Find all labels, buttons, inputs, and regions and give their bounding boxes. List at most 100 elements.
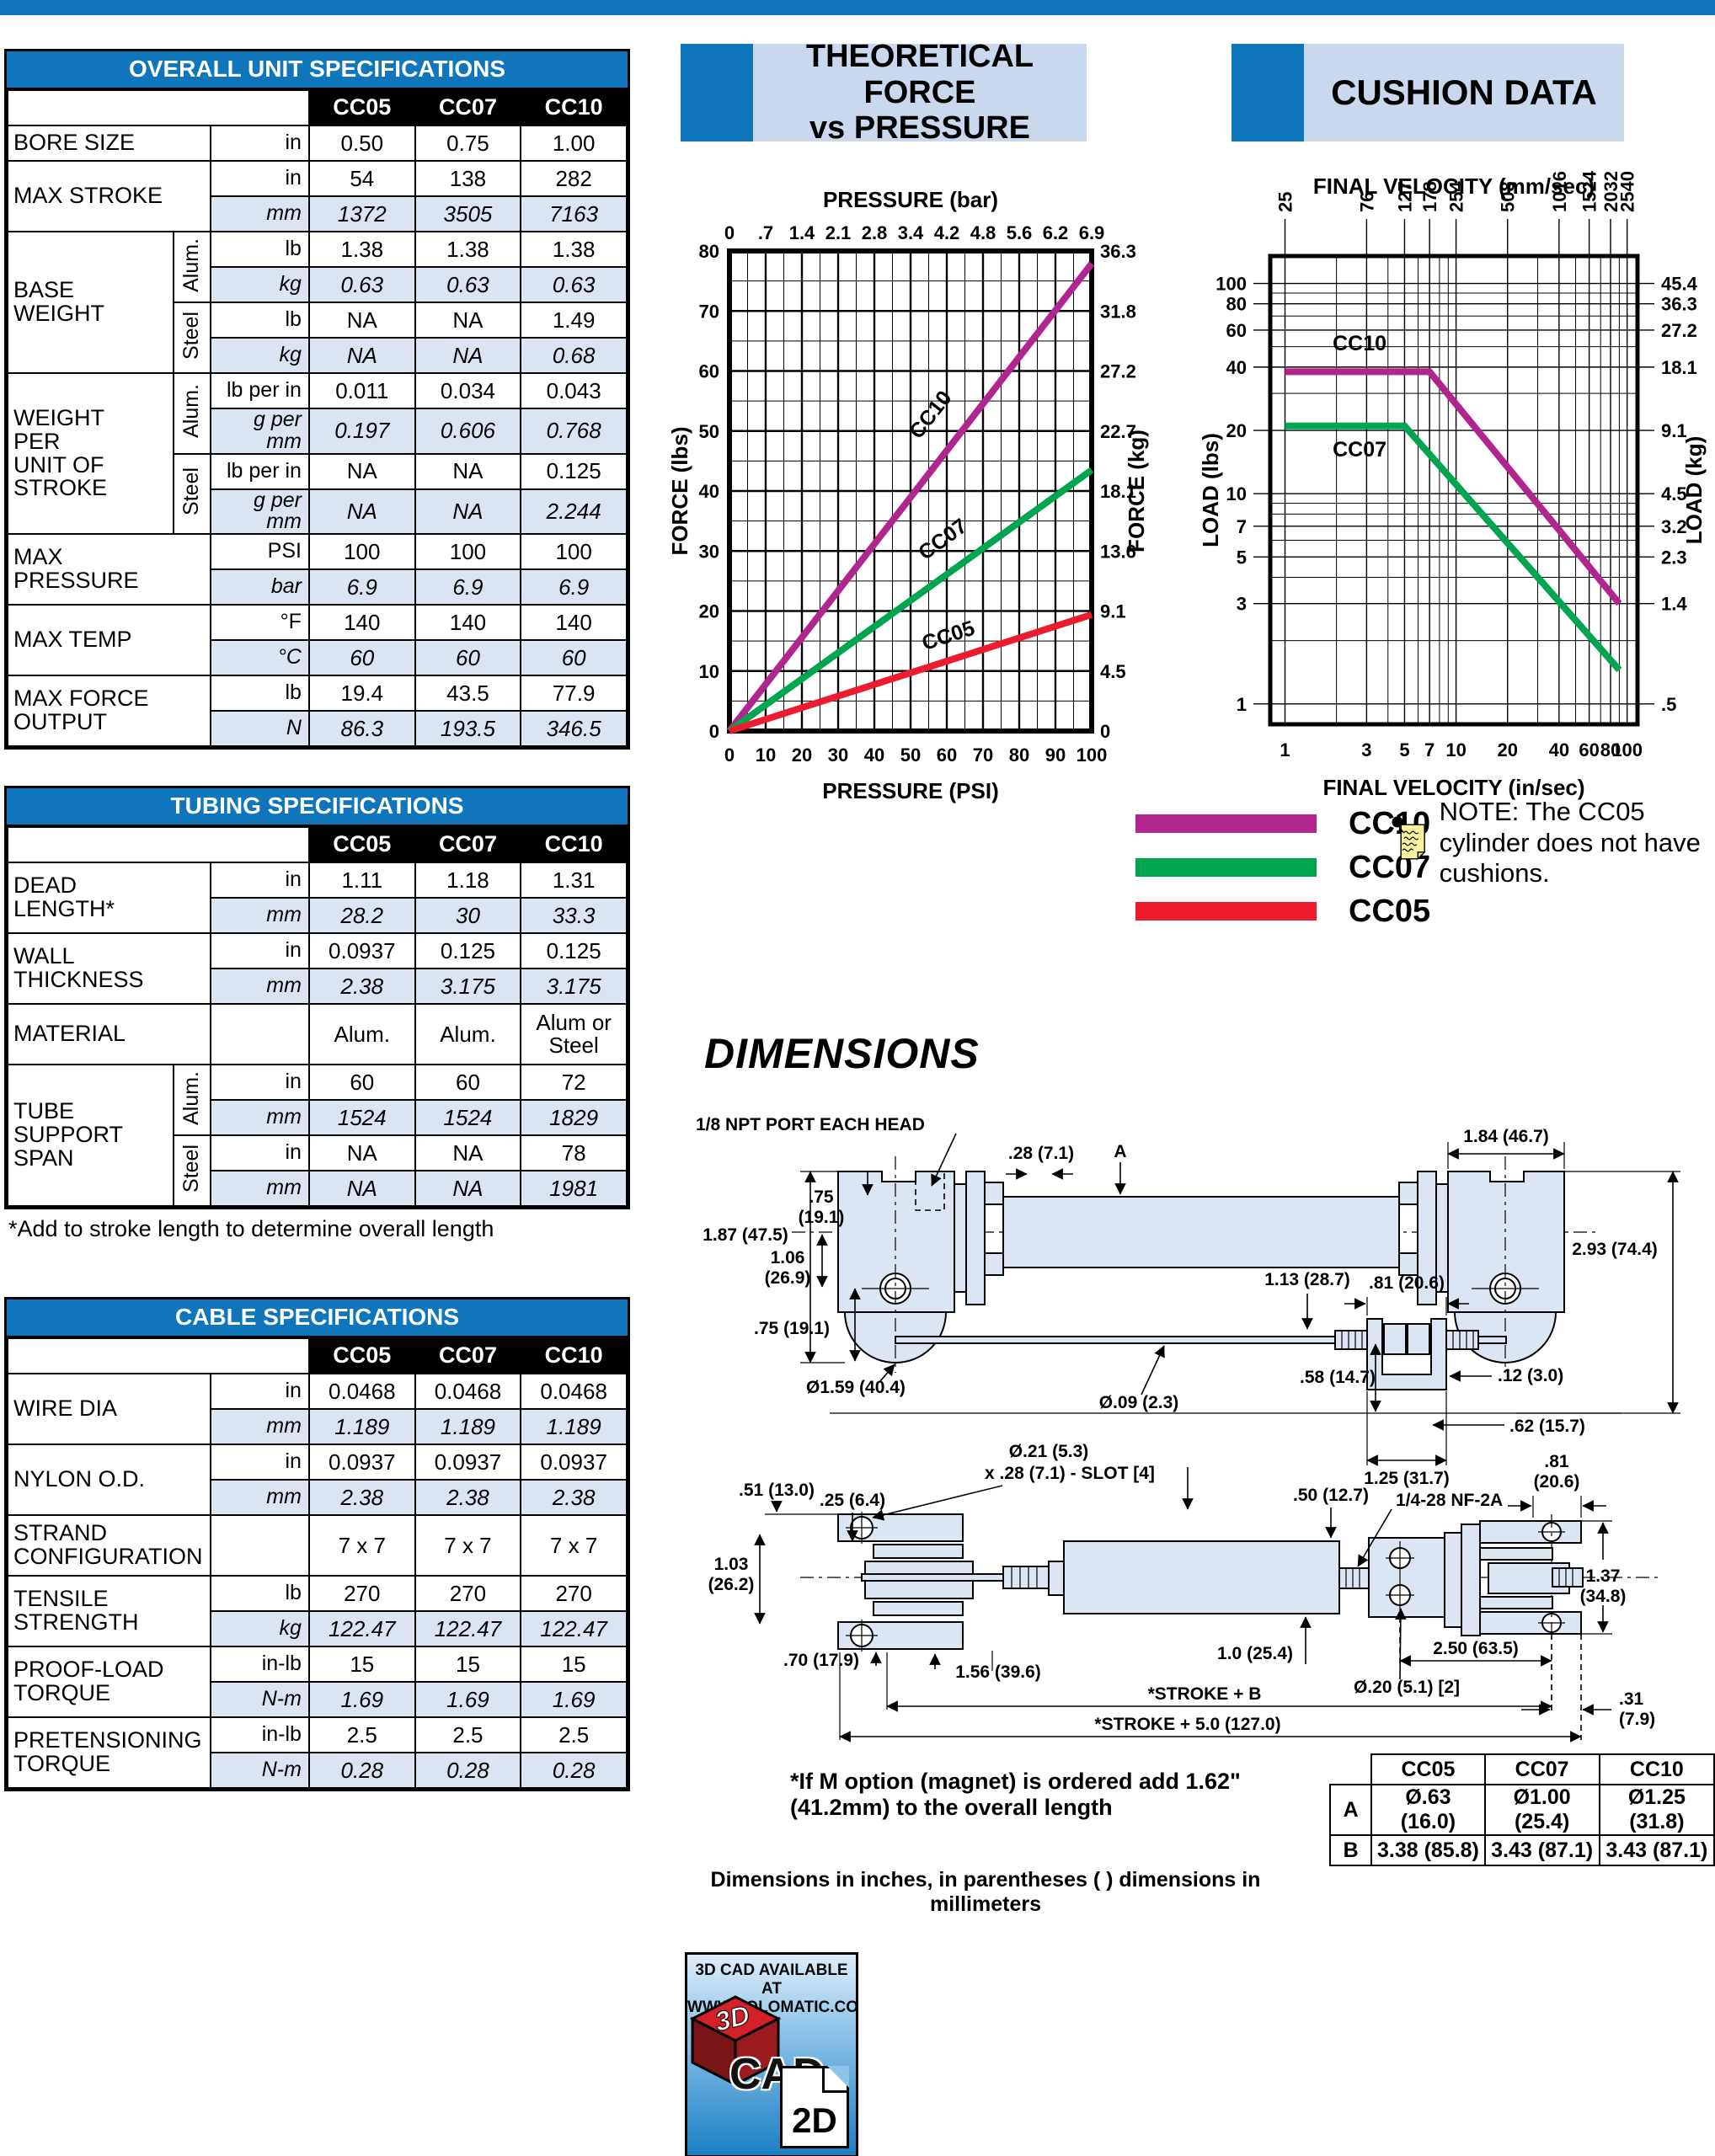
- dimension-label: A: [1114, 1142, 1126, 1161]
- chart-text: 30: [699, 541, 719, 562]
- table-cell: 1.38: [520, 231, 628, 268]
- table-cell: BASE WEIGHT: [6, 231, 175, 374]
- table-cell: 33.3: [520, 897, 628, 934]
- table-cell: 15: [307, 1646, 416, 1683]
- header-accent-square: [681, 44, 753, 141]
- header-accent-square: [1231, 44, 1304, 141]
- table-cell: kg: [210, 337, 310, 374]
- chart-text: 10: [1445, 739, 1466, 760]
- cad-availability-badge[interactable]: 3D CAD AVAILABLE AT WWW.TOLOMATIC.COM 3D…: [685, 1952, 858, 2156]
- chart-text: 1: [1280, 739, 1290, 760]
- chart-text: 6.9: [1079, 222, 1105, 243]
- table-cell: N: [210, 710, 310, 747]
- table-cell: lb: [210, 231, 310, 268]
- chart-text: 40: [864, 744, 884, 766]
- table-cell: NA: [307, 1134, 416, 1171]
- table-cell: 122.47: [414, 1610, 522, 1647]
- dimension-label: .25 (6.4): [820, 1491, 885, 1510]
- table-cell: 1.38: [307, 231, 416, 268]
- table-cell: 3.38 (85.8): [1370, 1834, 1486, 1866]
- table-cell: 0.0468: [414, 1373, 522, 1410]
- dimension-labels: 1/8 NPT PORT EACH HEAD .28 (7.1) A 1.84 (46…: [696, 1115, 1658, 1734]
- chart-text: 60: [1226, 320, 1247, 341]
- table-cell: BORE SIZE: [6, 125, 212, 162]
- cushion-header-title: CUSHION DATA: [1331, 72, 1597, 113]
- table-cell: 0.197: [307, 408, 416, 455]
- table-cell: 0.75: [414, 125, 522, 162]
- table-cell: in: [210, 1134, 310, 1171]
- dimension-label: *STROKE + 5.0 (127.0): [1094, 1715, 1280, 1734]
- spec-table-grid: CC05 CC07 CC10 BORE SIZE in 0.50 0.75 1.00 MAX S…: [6, 89, 628, 747]
- chart-text: 7: [1424, 739, 1435, 760]
- dimension-label: .12 (3.0): [1498, 1366, 1563, 1385]
- table-cell: 2.38: [307, 1479, 416, 1516]
- dimension-label: 1.25 (31.7): [1364, 1469, 1450, 1488]
- table-cell: 1.189: [520, 1408, 628, 1445]
- dimension-lines-top: [800, 1133, 1680, 1466]
- table-cell: 2.38: [520, 1479, 628, 1516]
- table-title: OVERALL UNIT SPECIFICATIONS: [7, 51, 628, 89]
- table-cell: in-lb: [210, 1716, 310, 1753]
- dimensions-title: DIMENSIONS: [704, 1030, 980, 1077]
- legend-swatch-cc07: [1135, 858, 1317, 877]
- chart-text: 100: [1077, 744, 1108, 766]
- chart-text: CC10: [1333, 332, 1386, 355]
- table-cell: lb per in: [210, 372, 310, 409]
- table-cell: Alum.: [307, 1003, 416, 1065]
- cylinder-bracket-view: [800, 1512, 1659, 1652]
- table-cell: NA: [307, 488, 416, 535]
- chart-text: 18.1: [1100, 481, 1136, 502]
- table-cell: 72: [520, 1064, 628, 1101]
- table-cell: 0.0468: [307, 1373, 416, 1410]
- chart-text: 10: [699, 661, 719, 682]
- chart-text: 20: [1226, 420, 1247, 441]
- table-cell: 6.9: [414, 568, 522, 606]
- column-header: CC07: [414, 1337, 522, 1374]
- table-cell: 0.28: [307, 1752, 416, 1789]
- table-cell: PROOF-LOAD TORQUE: [6, 1646, 212, 1718]
- chart-text: 178: [1419, 181, 1440, 212]
- table-cell: in-lb: [210, 1646, 310, 1683]
- table-cell: WEIGHT PER UNIT OF STROKE: [6, 372, 175, 535]
- table-cell: 2.5: [520, 1716, 628, 1753]
- table-cell: PRETENSIONING TORQUE: [6, 1716, 212, 1789]
- chart-text: 22.7: [1100, 421, 1136, 442]
- badge-line1: 3D CAD AVAILABLE AT: [695, 1961, 848, 1998]
- dimension-lines-bottom: [754, 1467, 1612, 1742]
- chart-text: 7: [1237, 516, 1247, 537]
- dimensions-caption: Dimensions in inches, in parentheses ( )…: [710, 1868, 1261, 1916]
- table-cell: lb per in: [210, 452, 310, 490]
- chart-text: 45.4: [1661, 274, 1698, 295]
- chart-text: 5: [1399, 739, 1409, 760]
- table-cell: NA: [307, 337, 416, 374]
- chart-text: 2540: [1617, 171, 1638, 212]
- table-cell: MAX STROKE: [6, 160, 212, 232]
- subgroup-label: Steel: [173, 452, 212, 535]
- table-cell: 100: [307, 533, 416, 570]
- table-cell: 100: [520, 533, 628, 570]
- dimension-label: .50 (12.7): [1293, 1486, 1369, 1505]
- cushion-data-chart: 2517631275178725410508201016401524602032…: [1198, 170, 1707, 800]
- cc05-cushion-note: NOTE: The CC05 cylinder does not have cu…: [1392, 790, 1715, 889]
- chart-text: 20: [792, 744, 812, 766]
- table-cell: in: [210, 1444, 310, 1481]
- dimension-label: 1/4-28 NF-2A: [1396, 1491, 1503, 1510]
- dimension-label: .62 (15.7): [1509, 1417, 1585, 1436]
- table-cell: 1.189: [414, 1408, 522, 1445]
- table-cell: 1.69: [414, 1681, 522, 1718]
- table-cell: 60: [414, 639, 522, 676]
- cushion-header: CUSHION DATA: [1231, 44, 1624, 141]
- table-cell: 2.244: [520, 488, 628, 535]
- table-cell: 1.00: [520, 125, 628, 162]
- table-cell: in: [210, 932, 310, 969]
- table-cell: [7, 826, 310, 863]
- table-cell: DEAD LENGTH*: [6, 862, 212, 934]
- chart-text: 70: [699, 301, 719, 322]
- chart-text: 2032: [1600, 171, 1622, 212]
- table-cell: 193.5: [414, 710, 522, 747]
- table-cell: NA: [414, 452, 522, 490]
- spec-table-grid: CC05 CC07 CC10 DEAD LENGTH* in 1.11 1.18 1.31 mm…: [6, 826, 628, 1207]
- top-accent-bar: [0, 0, 1715, 15]
- dimension-label: .75 (19.1): [754, 1319, 830, 1338]
- table-cell: mm: [210, 1479, 310, 1516]
